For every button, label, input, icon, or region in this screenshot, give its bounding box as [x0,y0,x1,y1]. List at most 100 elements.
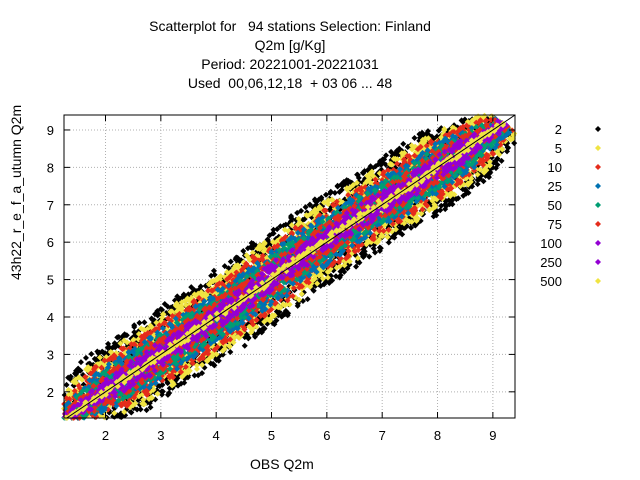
data-point [311,196,318,203]
data-point [75,365,82,372]
data-point [75,382,82,389]
data-point [111,410,118,417]
data-point [261,239,268,246]
data-point [227,258,234,265]
data-point [289,292,296,299]
title-line-4: Used 00,06,12,18 + 03 06 ... 48 [187,75,393,91]
data-point [128,409,135,416]
data-point [302,204,309,211]
data-point [288,222,295,229]
data-point [159,388,166,395]
data-point [79,376,86,383]
data-point [121,409,128,416]
data-point [264,236,271,243]
data-point [382,161,389,168]
data-point [463,188,470,195]
data-point [392,226,399,233]
title-line-1: Scatterplot for 94 stations Selection: F… [149,18,431,34]
data-point [353,263,360,270]
data-point [394,156,401,163]
data-point [82,373,89,380]
data-point [337,272,344,279]
data-point [131,342,138,349]
data-point [210,267,217,274]
data-point [216,280,223,287]
data-point [153,387,160,394]
data-point [157,306,164,313]
data-point [205,347,212,354]
data-point [178,369,185,376]
data-point [312,206,319,213]
data-point [294,209,301,216]
data-point [355,247,362,254]
data-point [243,252,250,259]
data-point [88,351,95,358]
data-point [141,319,148,326]
data-point [213,356,220,363]
data-point [295,215,302,222]
data-point [173,300,180,307]
data-point [338,186,345,193]
data-point [107,348,114,355]
data-point [498,157,505,164]
data-point [97,354,104,361]
data-point [161,301,168,308]
data-point [425,128,432,135]
data-point [234,254,241,261]
data-point [138,325,145,332]
data-point [331,258,338,265]
data-point [217,273,224,280]
data-point [486,162,493,169]
data-point [260,325,267,332]
data-point [384,234,391,241]
data-point [210,360,217,367]
data-point [241,342,248,349]
data-point [511,140,518,147]
data-point [318,194,325,201]
data-point [474,171,481,178]
data-point [197,283,204,290]
data-point [159,381,166,388]
data-point [148,394,155,401]
data-point [119,346,126,353]
data-point [253,323,260,330]
data-point [241,326,248,333]
data-point [314,280,321,287]
data-point [259,252,266,259]
data-point [170,381,177,388]
data-point [249,249,256,256]
data-point [156,322,163,329]
data-point [208,287,215,294]
data-point [193,366,200,373]
data-point [228,272,235,279]
data-point [191,372,198,379]
data-point [67,373,74,380]
data-point [117,340,124,347]
data-point [234,262,241,269]
data-point [134,406,141,413]
data-point [167,308,174,315]
data-point [354,171,361,178]
data-point [261,311,268,318]
data-point [317,271,324,278]
data-point [178,304,185,311]
data-point [324,274,331,281]
data-point [269,312,276,319]
data-point [147,404,154,411]
data-point [336,263,343,270]
data-point [298,207,305,214]
data-point [174,293,181,300]
data-point [221,345,228,352]
data-point [451,122,458,129]
data-point [165,315,172,322]
data-point [111,352,118,359]
data-point [480,178,487,185]
data-point [226,342,233,349]
data-point [186,304,193,311]
data-point [144,325,151,332]
data-point [132,400,139,407]
data-point [227,348,234,355]
data-point [144,390,151,397]
data-point [305,279,312,286]
